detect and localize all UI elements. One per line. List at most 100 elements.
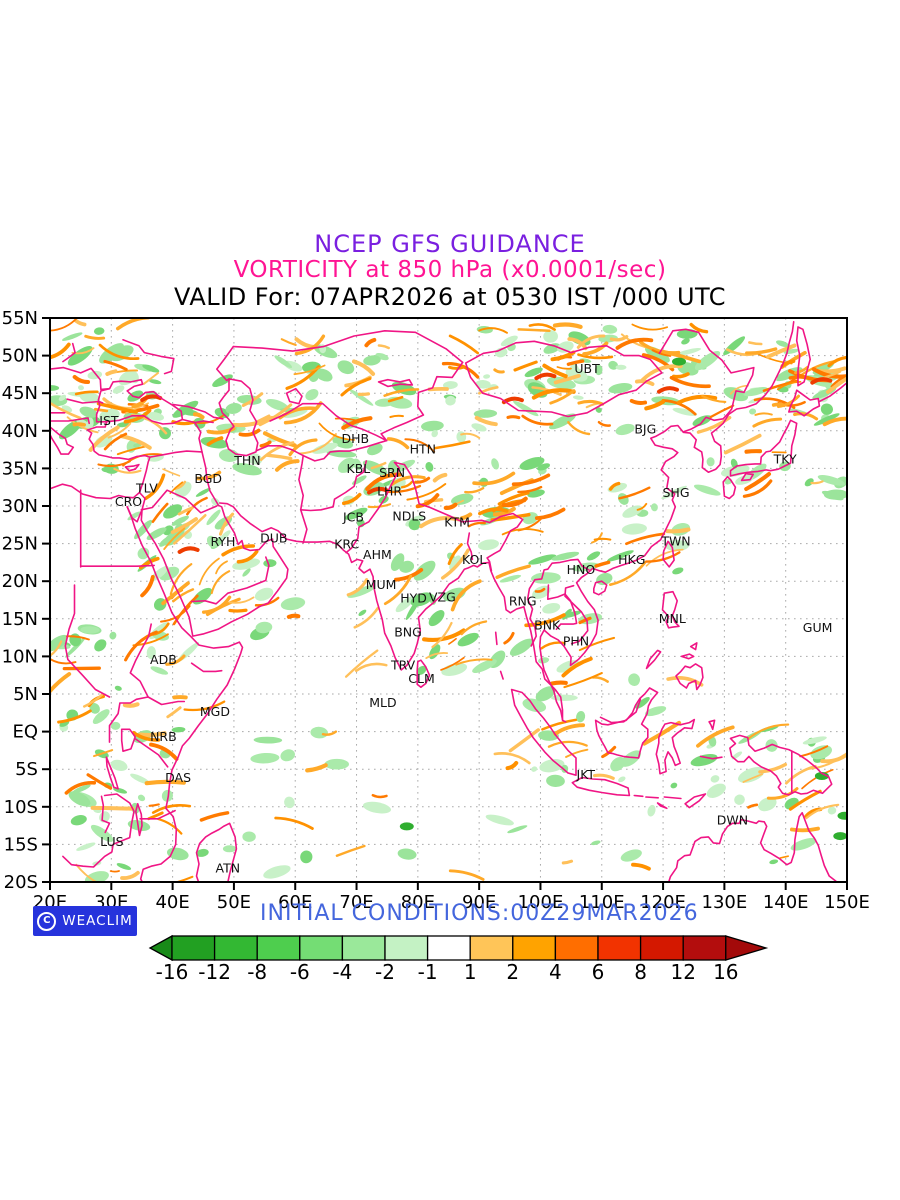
x-tick-label: 80E <box>401 892 435 913</box>
x-tick-label: 110E <box>579 892 625 913</box>
city-label-das: DAS <box>165 770 191 785</box>
city-label-mgd: MGD <box>200 704 230 719</box>
city-label-hno: HNO <box>567 562 596 577</box>
colorbar-tick-label: -16 <box>156 960 189 984</box>
colorbar-tick-label: -2 <box>375 960 395 984</box>
city-label-kbl: KBL <box>347 461 371 476</box>
city-label-krc: KRC <box>334 536 359 551</box>
city-label-kol: KOL <box>462 552 486 567</box>
x-tick-label: 70E <box>339 892 373 913</box>
y-tick-label: 5N <box>13 684 38 705</box>
city-label-bgd: BGD <box>194 471 222 486</box>
colorbar-segment <box>639 935 684 961</box>
colorbar-segment <box>299 935 344 961</box>
city-label-ist: IST <box>99 413 119 428</box>
city-label-mnl: MNL <box>659 611 686 626</box>
city-label-ktm: KTM <box>444 515 470 530</box>
colorbar-arrow-right <box>725 935 769 961</box>
city-label-mum: MUM <box>366 577 397 592</box>
city-label-jkt: JKT <box>576 767 596 782</box>
colorbar: -16 -12 -8 -6 -4 -2 -1 1 2 4 6 8 12 16 <box>148 934 769 984</box>
colorbar-segment <box>597 935 642 961</box>
x-tick-label: 120E <box>640 892 686 913</box>
colorbar-arrow-left <box>148 934 173 962</box>
city-label-bjg: BJG <box>634 421 656 436</box>
city-label-ryh: RYH <box>210 534 235 549</box>
y-tick-label: 5S <box>15 759 38 780</box>
colorbar-tick-label: -12 <box>198 960 231 984</box>
colorbar-segment <box>256 935 301 961</box>
x-tick-label: 100E <box>518 892 564 913</box>
colorbar-tick-label: 12 <box>670 960 695 984</box>
city-label-cro: CRO <box>115 494 142 509</box>
city-label-gum: GUM <box>803 620 833 635</box>
city-label-shg: SHG <box>662 485 689 500</box>
colorbar-segment <box>469 935 514 961</box>
city-label-srn: SRN <box>379 465 405 480</box>
city-label-dub: DUB <box>260 530 287 545</box>
x-tick-label: 60E <box>278 892 312 913</box>
city-label-bng: BNG <box>394 624 422 639</box>
city-label-hyd: HYD <box>400 591 427 606</box>
colorbar-tick-label: 8 <box>634 960 647 984</box>
y-tick-label: 20S <box>4 872 38 893</box>
x-tick-label: 90E <box>462 892 496 913</box>
y-tick-label: 40N <box>2 421 38 442</box>
y-tick-label: 35N <box>2 458 38 479</box>
city-label-ndls: NDLS <box>392 509 426 524</box>
weaclim-logo: C WEACLIM <box>33 906 137 936</box>
colorbar-tick-label: -1 <box>418 960 438 984</box>
city-label-hkg: HKG <box>618 552 645 567</box>
city-label-twn: TWN <box>660 533 690 548</box>
colorbar-tick-label: 6 <box>592 960 605 984</box>
logo-label: WEACLIM <box>62 913 133 929</box>
city-label-lus: LUS <box>100 834 123 849</box>
colorbar-tick-label: 4 <box>549 960 562 984</box>
colorbar-segment <box>682 935 727 961</box>
colorbar-tick-label: 16 <box>713 960 738 984</box>
y-tick-label: 15S <box>4 834 38 855</box>
city-label-tky: TKY <box>773 451 797 466</box>
city-label-thn: THN <box>233 453 260 468</box>
city-label-dwn: DWN <box>717 812 748 827</box>
colorbar-tick-label: -8 <box>247 960 267 984</box>
map-frame <box>49 317 848 883</box>
x-tick-label: 40E <box>155 892 189 913</box>
city-label-bnk: BNK <box>534 618 561 633</box>
coastlines <box>50 321 847 882</box>
y-tick-label: 55N <box>2 308 38 329</box>
y-tick-label: 10S <box>4 797 38 818</box>
y-tick-label: EQ <box>12 722 38 743</box>
page-title: NCEP GFS GUIDANCE <box>314 230 586 258</box>
city-label-ahm: AHM <box>363 547 392 562</box>
city-label-dhb: DHB <box>341 431 369 446</box>
colorbar-segment <box>426 935 471 961</box>
city-label-phn: PHN <box>563 633 589 648</box>
y-tick-label: 45N <box>2 383 38 404</box>
x-tick-label: 140E <box>763 892 809 913</box>
y-tick-label: 15N <box>2 609 38 630</box>
colorbar-segment <box>341 935 386 961</box>
city-label-vzg: VZG <box>429 590 456 605</box>
variable-subtitle: VORTICITY at 850 hPa (x0.0001/sec) <box>233 257 667 283</box>
city-label-lhr: LHR <box>377 484 402 499</box>
city-label-clm: CLM <box>408 671 434 686</box>
colorbar-segment <box>213 935 258 961</box>
x-tick-label: 50E <box>217 892 251 913</box>
colorbar-tick-label: -4 <box>332 960 352 984</box>
y-tick-label: 50N <box>2 346 38 367</box>
city-label-trv: TRV <box>390 657 416 672</box>
colorbar-tick-label: 1 <box>464 960 477 984</box>
city-label-adb: ADB <box>150 652 177 667</box>
city-label-nrb: NRB <box>150 729 177 744</box>
y-tick-label: 30N <box>2 496 38 517</box>
initial-conditions-text: INITIAL CONDITIONS:00Z29MAR2026 <box>260 901 699 926</box>
city-label-htn: HTN <box>410 442 436 457</box>
x-tick-label: 130E <box>702 892 748 913</box>
colorbar-segment <box>171 935 216 961</box>
city-label-atn: ATN <box>216 861 241 876</box>
city-label-jcb: JCB <box>342 509 364 524</box>
